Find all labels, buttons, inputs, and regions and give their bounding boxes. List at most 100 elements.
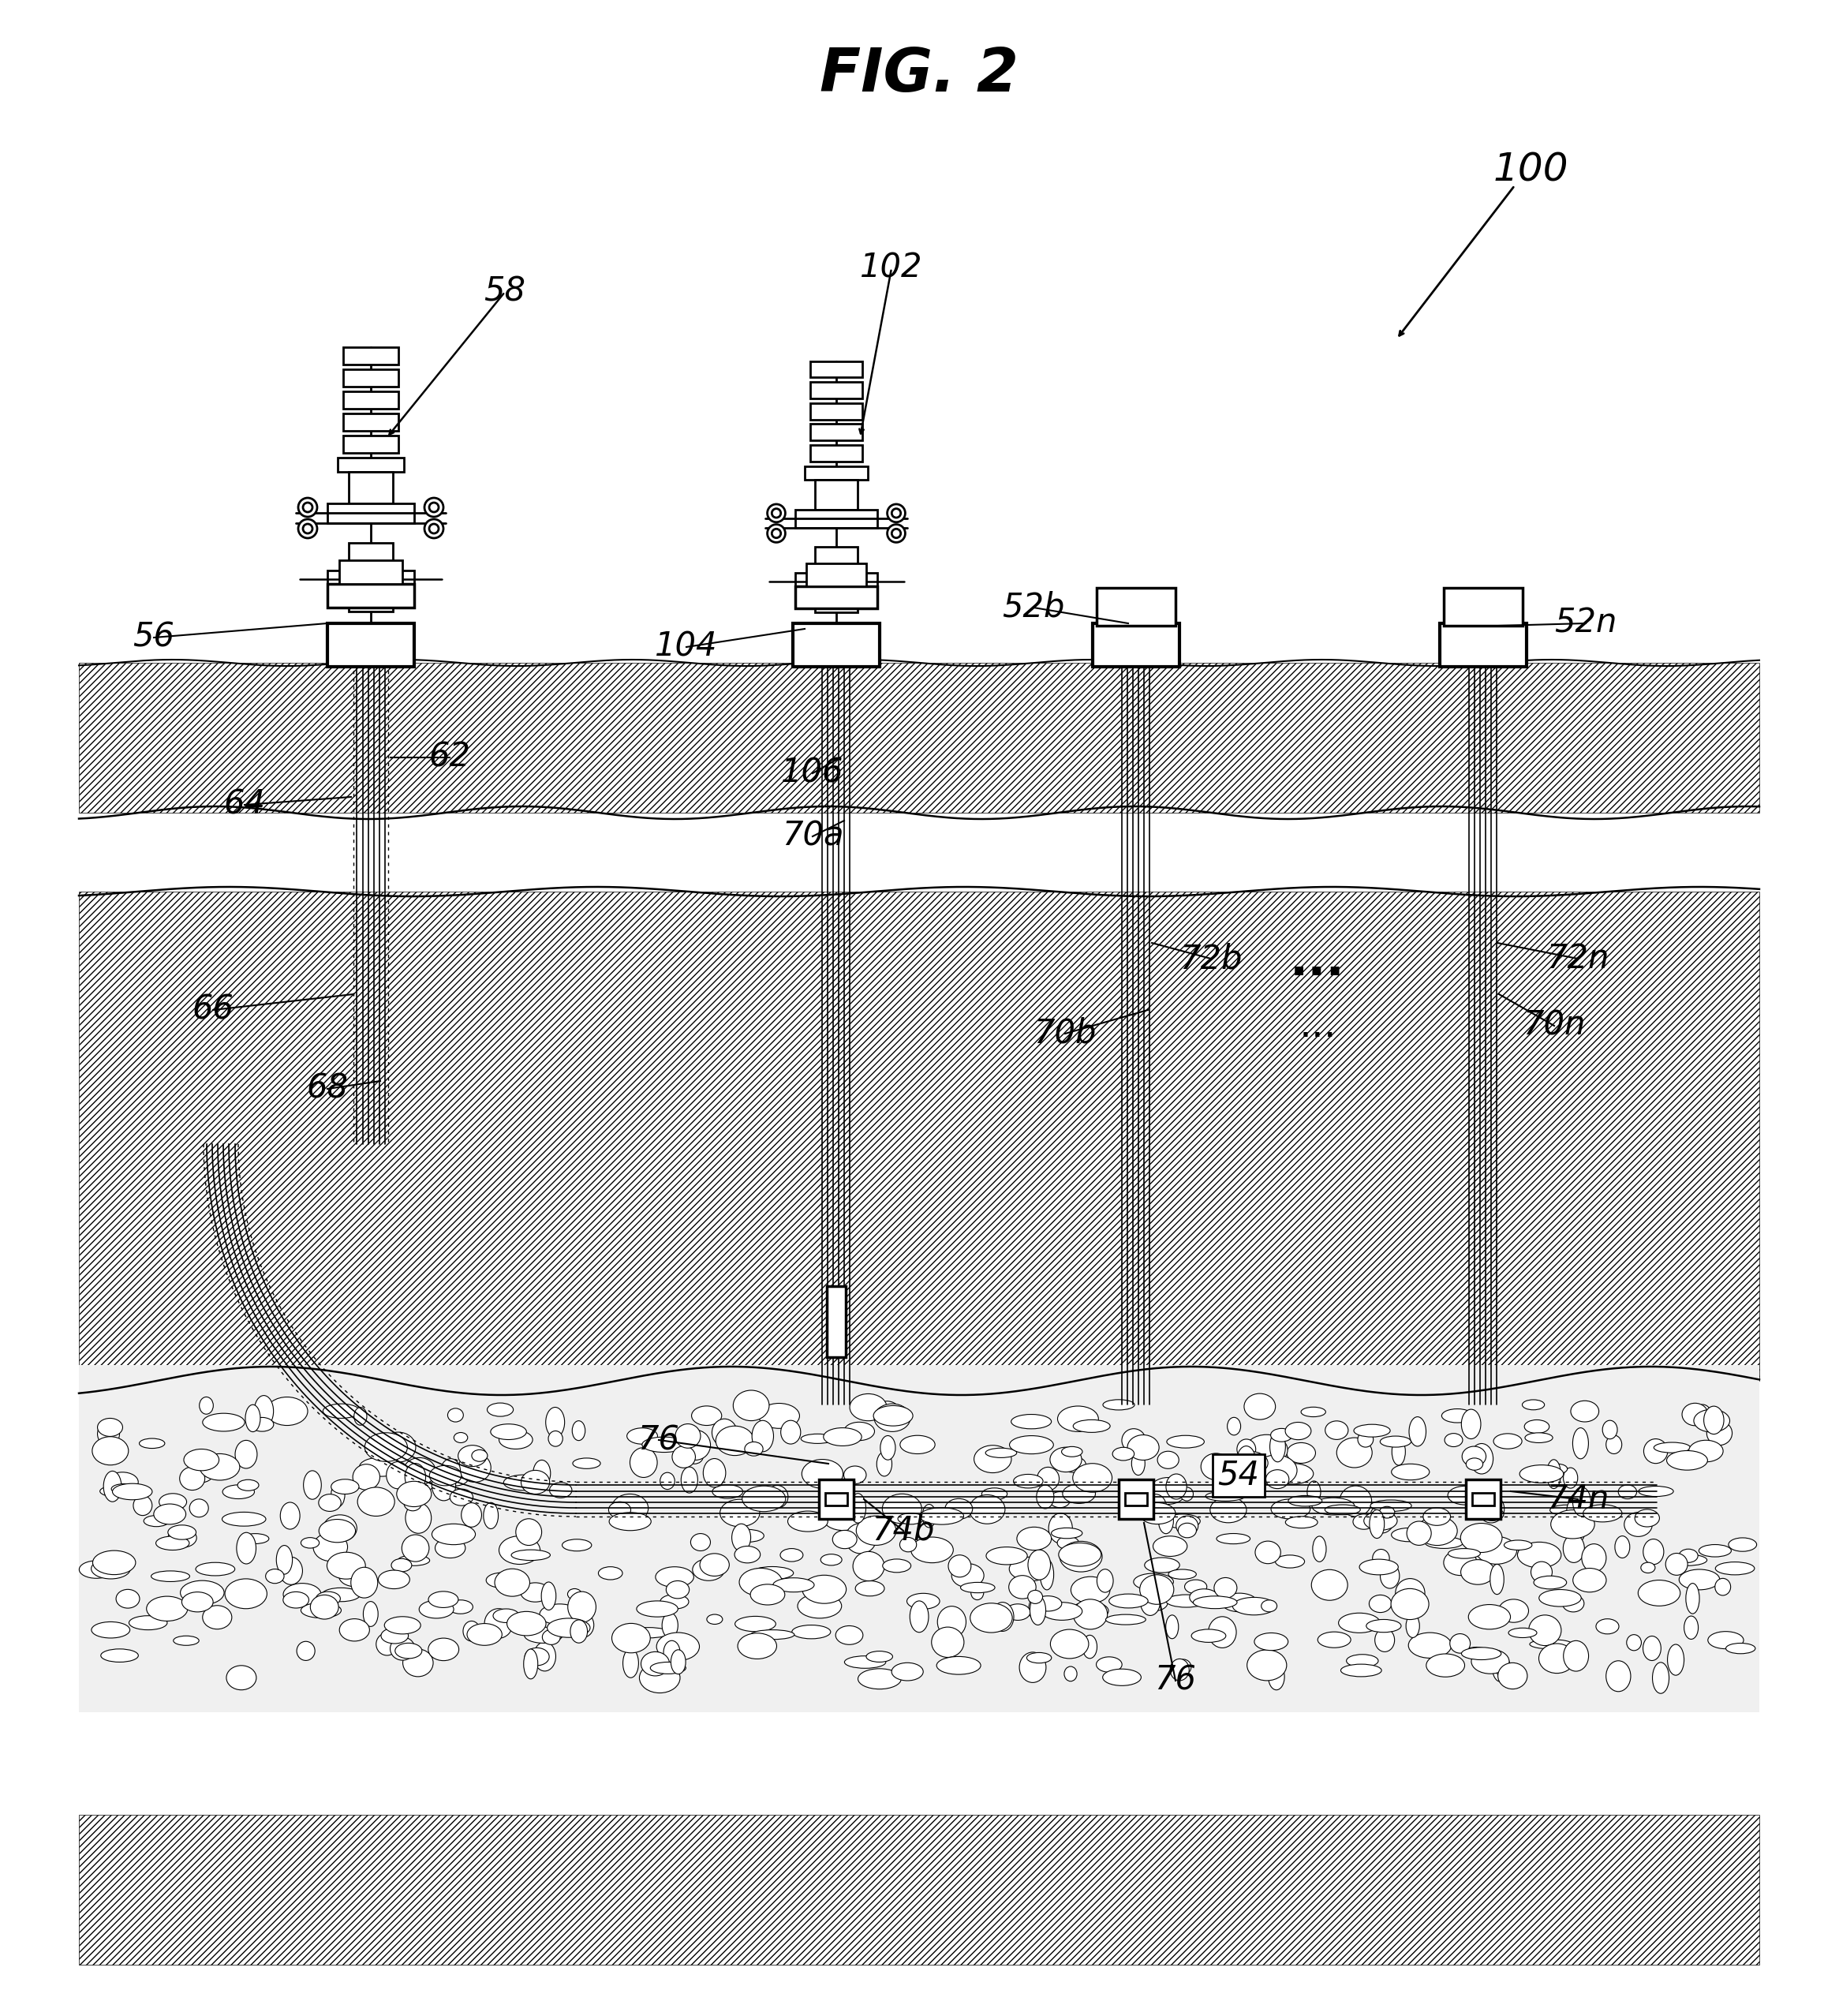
Bar — [349, 542, 394, 571]
Ellipse shape — [1572, 1512, 1585, 1542]
Ellipse shape — [484, 1609, 513, 1639]
Ellipse shape — [379, 1570, 410, 1589]
Ellipse shape — [1477, 1536, 1517, 1564]
Ellipse shape — [844, 1655, 886, 1669]
Ellipse shape — [1177, 1516, 1199, 1536]
Ellipse shape — [1157, 1452, 1179, 1468]
Ellipse shape — [419, 1601, 454, 1619]
Ellipse shape — [524, 1649, 537, 1679]
Ellipse shape — [1181, 1488, 1194, 1500]
Ellipse shape — [1010, 1435, 1054, 1454]
Ellipse shape — [1372, 1548, 1390, 1566]
Ellipse shape — [322, 1589, 360, 1601]
Bar — [815, 589, 857, 613]
Ellipse shape — [276, 1546, 292, 1574]
Ellipse shape — [1471, 1649, 1510, 1673]
Ellipse shape — [485, 1572, 517, 1589]
Ellipse shape — [657, 1633, 699, 1661]
Ellipse shape — [666, 1581, 690, 1599]
Ellipse shape — [1679, 1568, 1719, 1591]
Ellipse shape — [559, 1615, 572, 1625]
Ellipse shape — [1271, 1500, 1309, 1518]
Ellipse shape — [355, 1407, 366, 1425]
Ellipse shape — [780, 1548, 804, 1562]
Ellipse shape — [1449, 1633, 1469, 1653]
Bar — [1466, 1480, 1501, 1518]
Ellipse shape — [79, 1560, 114, 1579]
Ellipse shape — [1666, 1452, 1708, 1470]
Ellipse shape — [844, 1466, 866, 1484]
Ellipse shape — [298, 498, 316, 516]
Ellipse shape — [1653, 1663, 1670, 1693]
Ellipse shape — [1480, 1508, 1504, 1520]
Ellipse shape — [338, 1566, 371, 1587]
Ellipse shape — [1418, 1516, 1456, 1546]
Ellipse shape — [1517, 1542, 1561, 1568]
Ellipse shape — [511, 1550, 550, 1560]
Ellipse shape — [1628, 1635, 1642, 1651]
Bar — [1473, 1494, 1495, 1506]
Ellipse shape — [1396, 1579, 1425, 1607]
Ellipse shape — [859, 1669, 901, 1689]
Ellipse shape — [397, 1554, 430, 1566]
Ellipse shape — [1221, 1593, 1258, 1613]
Ellipse shape — [1499, 1663, 1528, 1689]
Ellipse shape — [1686, 1583, 1699, 1613]
Ellipse shape — [1644, 1439, 1668, 1464]
Ellipse shape — [767, 504, 785, 522]
Ellipse shape — [1423, 1508, 1451, 1526]
Ellipse shape — [318, 1520, 355, 1542]
Ellipse shape — [173, 1635, 199, 1645]
Ellipse shape — [1368, 1595, 1392, 1613]
Ellipse shape — [454, 1433, 467, 1443]
Ellipse shape — [508, 1611, 546, 1635]
Ellipse shape — [1166, 1435, 1205, 1447]
Ellipse shape — [1245, 1393, 1276, 1419]
Ellipse shape — [493, 1609, 519, 1623]
Ellipse shape — [504, 1476, 544, 1490]
Text: ...: ... — [1289, 939, 1344, 986]
Ellipse shape — [1683, 1403, 1708, 1425]
Ellipse shape — [1339, 1613, 1379, 1633]
Bar — [794, 510, 877, 528]
Ellipse shape — [381, 1627, 408, 1643]
Ellipse shape — [1407, 1522, 1431, 1544]
Ellipse shape — [1366, 1619, 1401, 1633]
Ellipse shape — [846, 1524, 877, 1554]
Ellipse shape — [1208, 1617, 1236, 1647]
Ellipse shape — [1037, 1486, 1054, 1508]
Ellipse shape — [548, 1619, 590, 1637]
Ellipse shape — [1271, 1429, 1293, 1441]
Ellipse shape — [235, 1439, 257, 1468]
Ellipse shape — [1490, 1564, 1504, 1595]
Ellipse shape — [1644, 1538, 1664, 1564]
Ellipse shape — [907, 1593, 940, 1609]
Ellipse shape — [1010, 1574, 1035, 1599]
Ellipse shape — [1530, 1639, 1572, 1649]
Ellipse shape — [570, 1621, 587, 1643]
Ellipse shape — [1287, 1443, 1315, 1464]
Ellipse shape — [1190, 1589, 1219, 1607]
Ellipse shape — [1313, 1536, 1326, 1562]
Bar — [79, 891, 1760, 1381]
Ellipse shape — [712, 1486, 743, 1498]
Ellipse shape — [432, 1524, 474, 1544]
Ellipse shape — [283, 1593, 309, 1609]
Ellipse shape — [1251, 1447, 1280, 1460]
Ellipse shape — [1206, 1492, 1245, 1502]
Ellipse shape — [1409, 1633, 1451, 1657]
Ellipse shape — [1010, 1556, 1052, 1581]
Ellipse shape — [1311, 1570, 1348, 1601]
Ellipse shape — [1041, 1603, 1081, 1621]
Ellipse shape — [462, 1502, 482, 1526]
Ellipse shape — [1070, 1577, 1111, 1603]
Ellipse shape — [533, 1641, 555, 1671]
Ellipse shape — [1699, 1544, 1730, 1556]
Ellipse shape — [1028, 1591, 1043, 1603]
Ellipse shape — [712, 1419, 737, 1445]
Ellipse shape — [1140, 1589, 1160, 1615]
Ellipse shape — [1668, 1645, 1685, 1675]
Ellipse shape — [1550, 1510, 1594, 1538]
Bar — [349, 472, 394, 504]
Ellipse shape — [1269, 1663, 1284, 1689]
